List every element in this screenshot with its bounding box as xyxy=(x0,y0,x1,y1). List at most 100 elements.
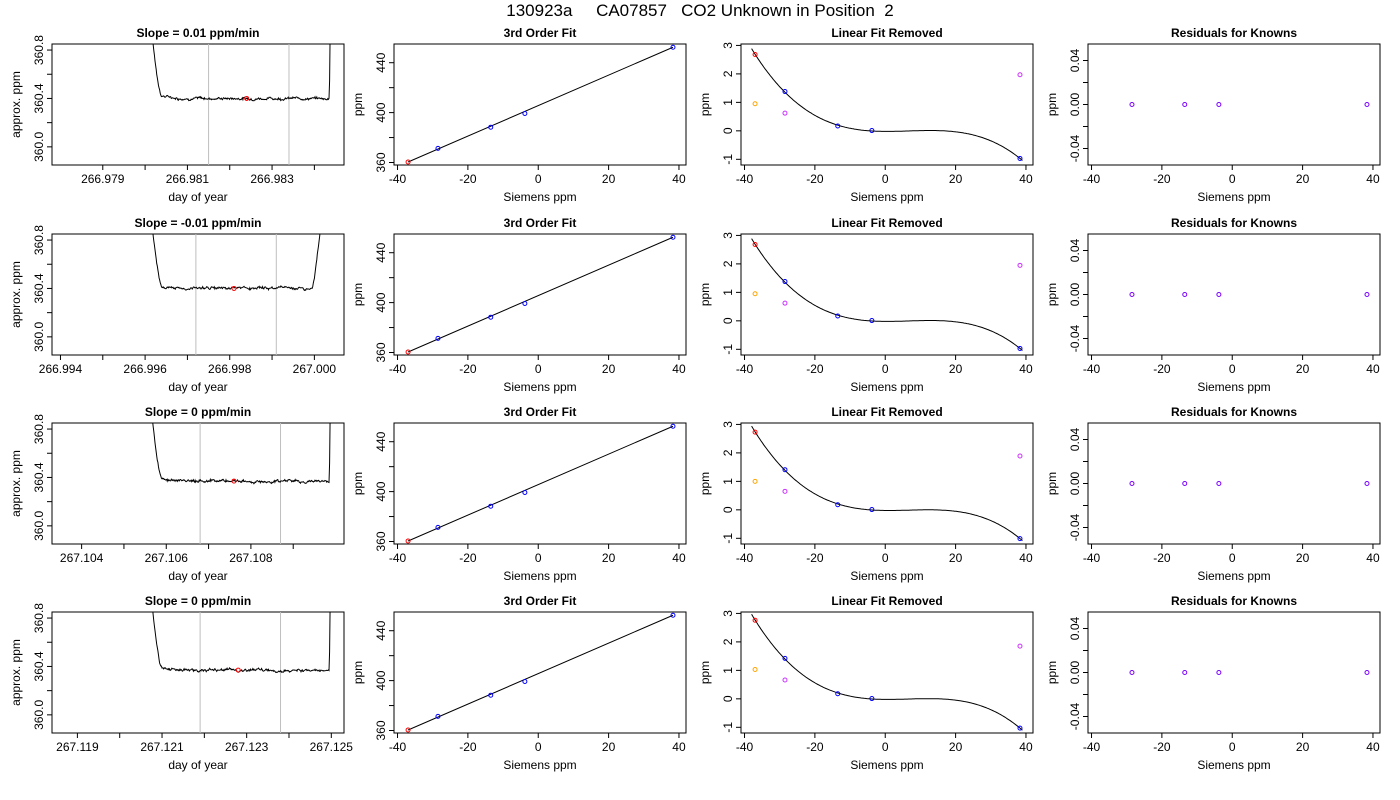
panel-title: Slope = 0 ppm/min xyxy=(145,405,251,419)
y-tick-label: 3 xyxy=(721,421,735,428)
data-layer xyxy=(152,423,331,544)
data-layer xyxy=(152,612,331,733)
x-axis-label: Siemens ppm xyxy=(503,758,576,772)
y-axis-label: ppm xyxy=(1045,283,1059,306)
y-axis-label: ppm xyxy=(698,661,712,684)
y-tick-label: 0.00 xyxy=(1068,660,1082,684)
plot-frame xyxy=(1087,233,1381,356)
x-tick-label: 0 xyxy=(1229,172,1236,186)
panel: 3rd Order Fit -40 -20 0 20 40 360 400 440 Siemens… xyxy=(351,594,687,772)
known-point xyxy=(488,692,494,698)
y-tick-label: 0 xyxy=(721,317,735,324)
plot-frame xyxy=(393,43,687,166)
x-tick-label: -20 xyxy=(1153,551,1171,565)
unknown-point xyxy=(231,478,237,484)
unknown-point xyxy=(752,429,758,435)
magenta-point xyxy=(1017,262,1023,268)
x-tick-label: 40 xyxy=(1019,362,1033,376)
x-tick-label: -40 xyxy=(736,740,754,754)
x-tick-label: 20 xyxy=(949,551,963,565)
panel: 3rd Order Fit -40 -20 0 20 40 360 400 440 Siemens… xyxy=(351,216,687,394)
x-tick-label: 20 xyxy=(1296,172,1310,186)
y-tick-label: -0.04 xyxy=(1068,703,1082,731)
fit-line xyxy=(407,425,674,542)
y-tick-label: 0.00 xyxy=(1068,282,1082,306)
x-tick-label: -20 xyxy=(806,362,824,376)
x-tick-label: -40 xyxy=(736,551,754,565)
x-tick-label: 20 xyxy=(602,740,616,754)
x-tick-label: 266.994 xyxy=(39,362,83,376)
x-axis-label: Siemens ppm xyxy=(850,190,923,204)
panel: Linear Fit Removed -40 -20 0 20 40 -1 0 1 2 3 Sieme… xyxy=(698,216,1034,394)
magenta-point xyxy=(1017,453,1023,459)
unknown-point xyxy=(752,242,758,248)
data-layer xyxy=(751,238,1023,351)
panel: Residuals for Knowns -40 -20 0 20 40 -0.04 0.00… xyxy=(1045,216,1381,394)
x-tick-label: 40 xyxy=(1366,362,1380,376)
known-point xyxy=(835,502,841,508)
x-axis-label: day of year xyxy=(168,190,227,204)
y-axis-label: approx. ppm xyxy=(9,261,23,328)
x-tick-label: 266.983 xyxy=(250,172,294,186)
x-tick-label: -40 xyxy=(389,172,407,186)
magenta-point xyxy=(782,300,788,306)
residual-point xyxy=(1182,481,1188,486)
y-axis-label: ppm xyxy=(698,472,712,495)
x-tick-label: -40 xyxy=(1083,740,1101,754)
residual-point xyxy=(1216,292,1222,297)
x-axis-label: day of year xyxy=(168,380,227,394)
known-point xyxy=(782,279,788,285)
plot-frame xyxy=(740,422,1034,545)
data-layer xyxy=(751,613,1023,731)
y-tick-label: 440 xyxy=(374,242,388,262)
x-axis-label: Siemens ppm xyxy=(503,380,576,394)
x-axis-label: Siemens ppm xyxy=(503,190,576,204)
known-point xyxy=(782,655,788,661)
x-tick-label: -20 xyxy=(806,172,824,186)
y-tick-label: 1 xyxy=(721,478,735,485)
plot-frame xyxy=(51,422,345,545)
panel-title: Slope = -0.01 ppm/min xyxy=(134,216,261,230)
y-tick-label: -0.04 xyxy=(1068,514,1082,542)
x-tick-label: 40 xyxy=(1366,551,1380,565)
known-point xyxy=(522,678,528,684)
known-point xyxy=(1017,345,1023,351)
panel: 3rd Order Fit -40 -20 0 20 40 360 400 440 Siemens… xyxy=(351,405,687,583)
residual-point xyxy=(1364,102,1370,107)
x-tick-label: 20 xyxy=(602,362,616,376)
x-tick-label: -20 xyxy=(459,172,477,186)
y-tick-label: 360 xyxy=(374,531,388,551)
y-tick-label: 2 xyxy=(721,638,735,645)
panel-title: 3rd Order Fit xyxy=(504,26,577,40)
y-axis-label: ppm xyxy=(1045,472,1059,495)
x-axis-label: Siemens ppm xyxy=(850,758,923,772)
panel-title: Slope = 0.01 ppm/min xyxy=(136,26,259,40)
panel: Slope = 0 ppm/min 267.104 267.106 267.108 36… xyxy=(9,405,345,583)
x-tick-label: 40 xyxy=(672,362,686,376)
known-point xyxy=(869,128,875,134)
x-tick-label: 0 xyxy=(1229,362,1236,376)
x-tick-label: 40 xyxy=(672,551,686,565)
panel: Linear Fit Removed -40 -20 0 20 40 -1 0 1 2 3 Sieme… xyxy=(698,594,1034,772)
x-tick-label: 267.106 xyxy=(145,551,189,565)
y-axis-label: ppm xyxy=(698,283,712,306)
data-layer xyxy=(1129,102,1370,107)
residual-point xyxy=(1129,481,1135,486)
x-tick-label: 0 xyxy=(535,551,542,565)
residual-point xyxy=(1182,292,1188,297)
x-tick-label: -40 xyxy=(1083,551,1101,565)
y-tick-label: 2 xyxy=(721,260,735,267)
panel-title: 3rd Order Fit xyxy=(504,594,577,608)
known-point xyxy=(869,318,875,324)
x-tick-label: -20 xyxy=(1153,740,1171,754)
y-tick-label: 3 xyxy=(721,232,735,239)
x-tick-label: 0 xyxy=(535,172,542,186)
magenta-point xyxy=(1017,643,1023,649)
panel: Slope = -0.01 ppm/min 266.994 266.996 266.9… xyxy=(9,216,345,394)
y-tick-label: 360 xyxy=(374,342,388,362)
cubic-curve xyxy=(751,613,1023,731)
y-tick-label: 3 xyxy=(721,610,735,617)
unknown-point xyxy=(405,538,411,544)
x-tick-label: 267.123 xyxy=(225,740,269,754)
